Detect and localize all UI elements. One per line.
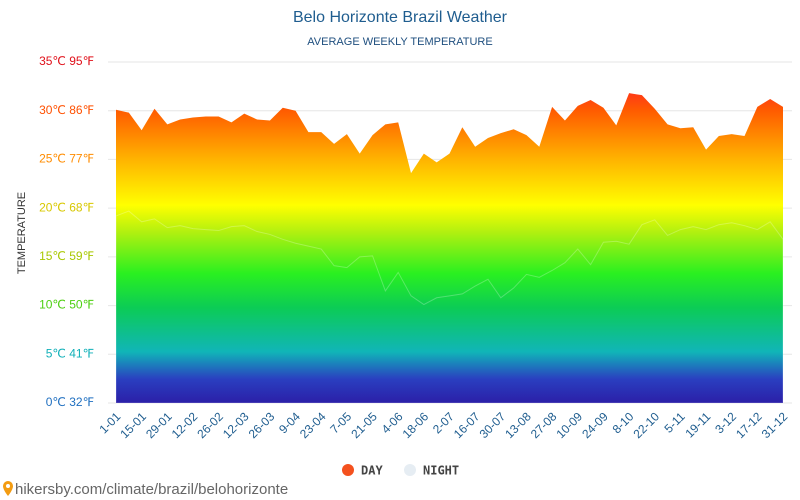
chart-title: Belo Horizonte Brazil Weather [293, 9, 508, 26]
y-tick-label: 20℃ 68℉ [39, 200, 94, 214]
x-tick-label: 16-07 [451, 409, 483, 441]
legend-swatch [342, 464, 354, 476]
y-axis-label: TEMPERATURE [16, 192, 28, 274]
x-tick-label: 26-03 [246, 409, 278, 441]
x-tick-label: 23-04 [297, 409, 329, 441]
x-tick-label: 30-07 [477, 409, 509, 441]
y-tick-label: 0℃ 32℉ [46, 395, 94, 409]
chart-subtitle: AVERAGE WEEKLY TEMPERATURE [307, 36, 492, 48]
y-tick-label: 35℃ 95℉ [39, 54, 94, 68]
x-tick-label: 15-01 [117, 409, 149, 441]
x-tick-label: 31-12 [759, 409, 791, 441]
legend-swatch [404, 464, 416, 476]
y-tick-label: 15℃ 59℉ [39, 249, 94, 263]
x-tick-label: 29-01 [143, 409, 175, 441]
x-tick-label: 12-02 [169, 409, 201, 441]
x-tick-label: 10-09 [554, 409, 586, 441]
y-tick-label: 30℃ 86℉ [39, 103, 94, 117]
source: hikersby.com/climate/brazil/belohorizont… [15, 481, 288, 498]
area-1 [115, 210, 784, 404]
x-tick-label: 17-12 [733, 409, 765, 441]
y-tick-label: 5℃ 41℉ [46, 346, 94, 360]
legend-label: NIGHT [423, 464, 459, 478]
x-tick-label: 12-03 [220, 409, 252, 441]
x-tick-label: 22-10 [630, 409, 662, 441]
x-tick-label: 19-11 [682, 409, 713, 440]
pin-icon [3, 481, 13, 496]
x-tick-label: 27-08 [528, 409, 560, 441]
x-tick-label: 13-08 [502, 409, 534, 441]
x-tick-label: 24-09 [579, 409, 611, 441]
x-tick-label: 18-06 [400, 409, 432, 441]
legend-label: DAY [361, 464, 383, 478]
x-tick-label: 21-05 [348, 409, 380, 441]
y-tick-label: 25℃ 77℉ [39, 152, 94, 166]
x-tick-label: 26-02 [194, 409, 226, 441]
y-tick-label: 10℃ 50℉ [39, 298, 94, 312]
